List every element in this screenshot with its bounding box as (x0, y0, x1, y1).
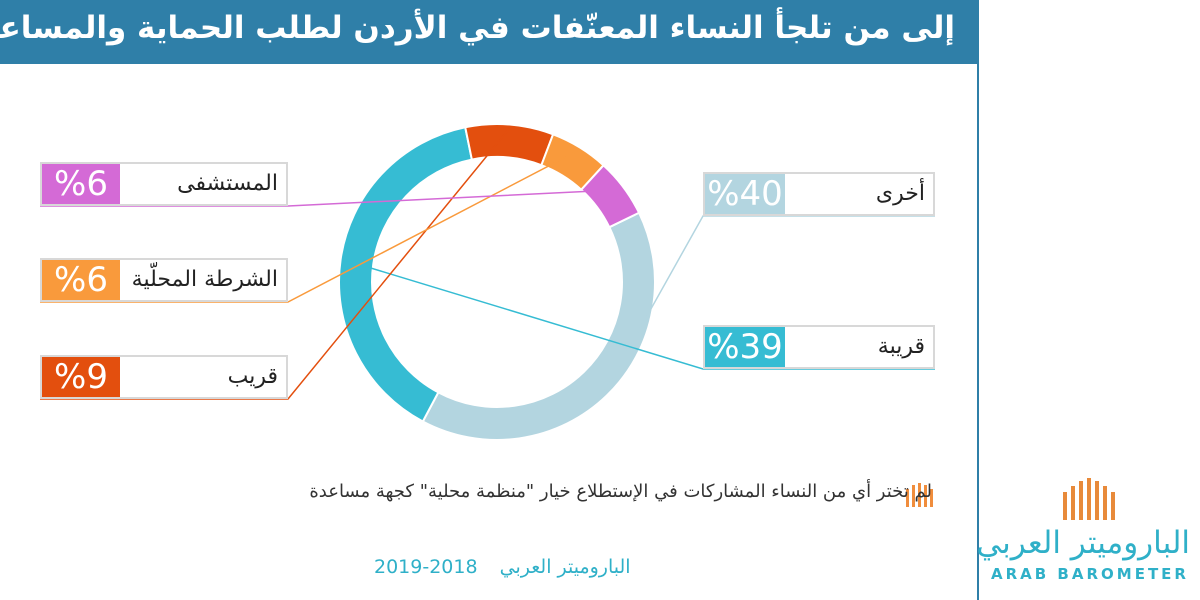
leader-line-male-relative (40, 128, 510, 400)
legend-item-male-relative: %9 قريب (40, 355, 288, 399)
footer-years: 2019-2018 (374, 556, 478, 578)
footer-source: 2019-2018 الباروميتر العربي (366, 556, 639, 578)
percent-label-hospital: %6 (42, 164, 120, 204)
arab-barometer-logo-icon (1063, 478, 1115, 520)
percent-label-local-police: %6 (42, 260, 120, 300)
percent-label-female-relative: %39 (705, 327, 785, 367)
footer-source-name: الباروميتر العربي (499, 556, 631, 578)
logo-english-text: ARAB BAROMETER (991, 565, 1189, 583)
legend-item-other: %40 أخرى (703, 172, 935, 216)
leader-line-local-police (40, 150, 579, 303)
percent-label-male-relative: %9 (42, 357, 120, 397)
donut-chart (40, 123, 935, 441)
chart-title: إلى من تلجأ النساء المعنّفات في الأردن ل… (0, 10, 955, 46)
slice-other (421, 211, 656, 441)
divider-line (977, 0, 979, 600)
slice-male-relative (464, 123, 555, 167)
legend-item-hospital: %6 المستشفى (40, 162, 288, 206)
slice-hospital (579, 163, 641, 229)
slice-female-relative (338, 126, 474, 423)
category-label-other: أخرى (875, 181, 925, 206)
note-bars-icon (906, 483, 933, 507)
legend-item-female-relative: %39 قريبة (703, 325, 935, 369)
category-label-hospital: المستشفى (177, 171, 278, 196)
leader-line-female-relative (344, 259, 935, 370)
category-label-local-police: الشرطة المحلّية (131, 267, 278, 292)
legend-item-local-police: %6 الشرطة المحلّية (40, 258, 288, 302)
leader-line-other (603, 215, 935, 394)
category-label-male-relative: قريب (227, 364, 278, 389)
logo-arabic-text: الباروميتر العربي (976, 525, 1190, 561)
percent-label-other: %40 (705, 174, 785, 214)
leader-line-hospital (40, 189, 621, 207)
footnote: لم تختر أي من النساء المشاركات في الإستط… (309, 481, 932, 502)
category-label-female-relative: قريبة (877, 334, 925, 359)
title-bar: إلى من تلجأ النساء المعنّفات في الأردن ل… (0, 0, 977, 64)
